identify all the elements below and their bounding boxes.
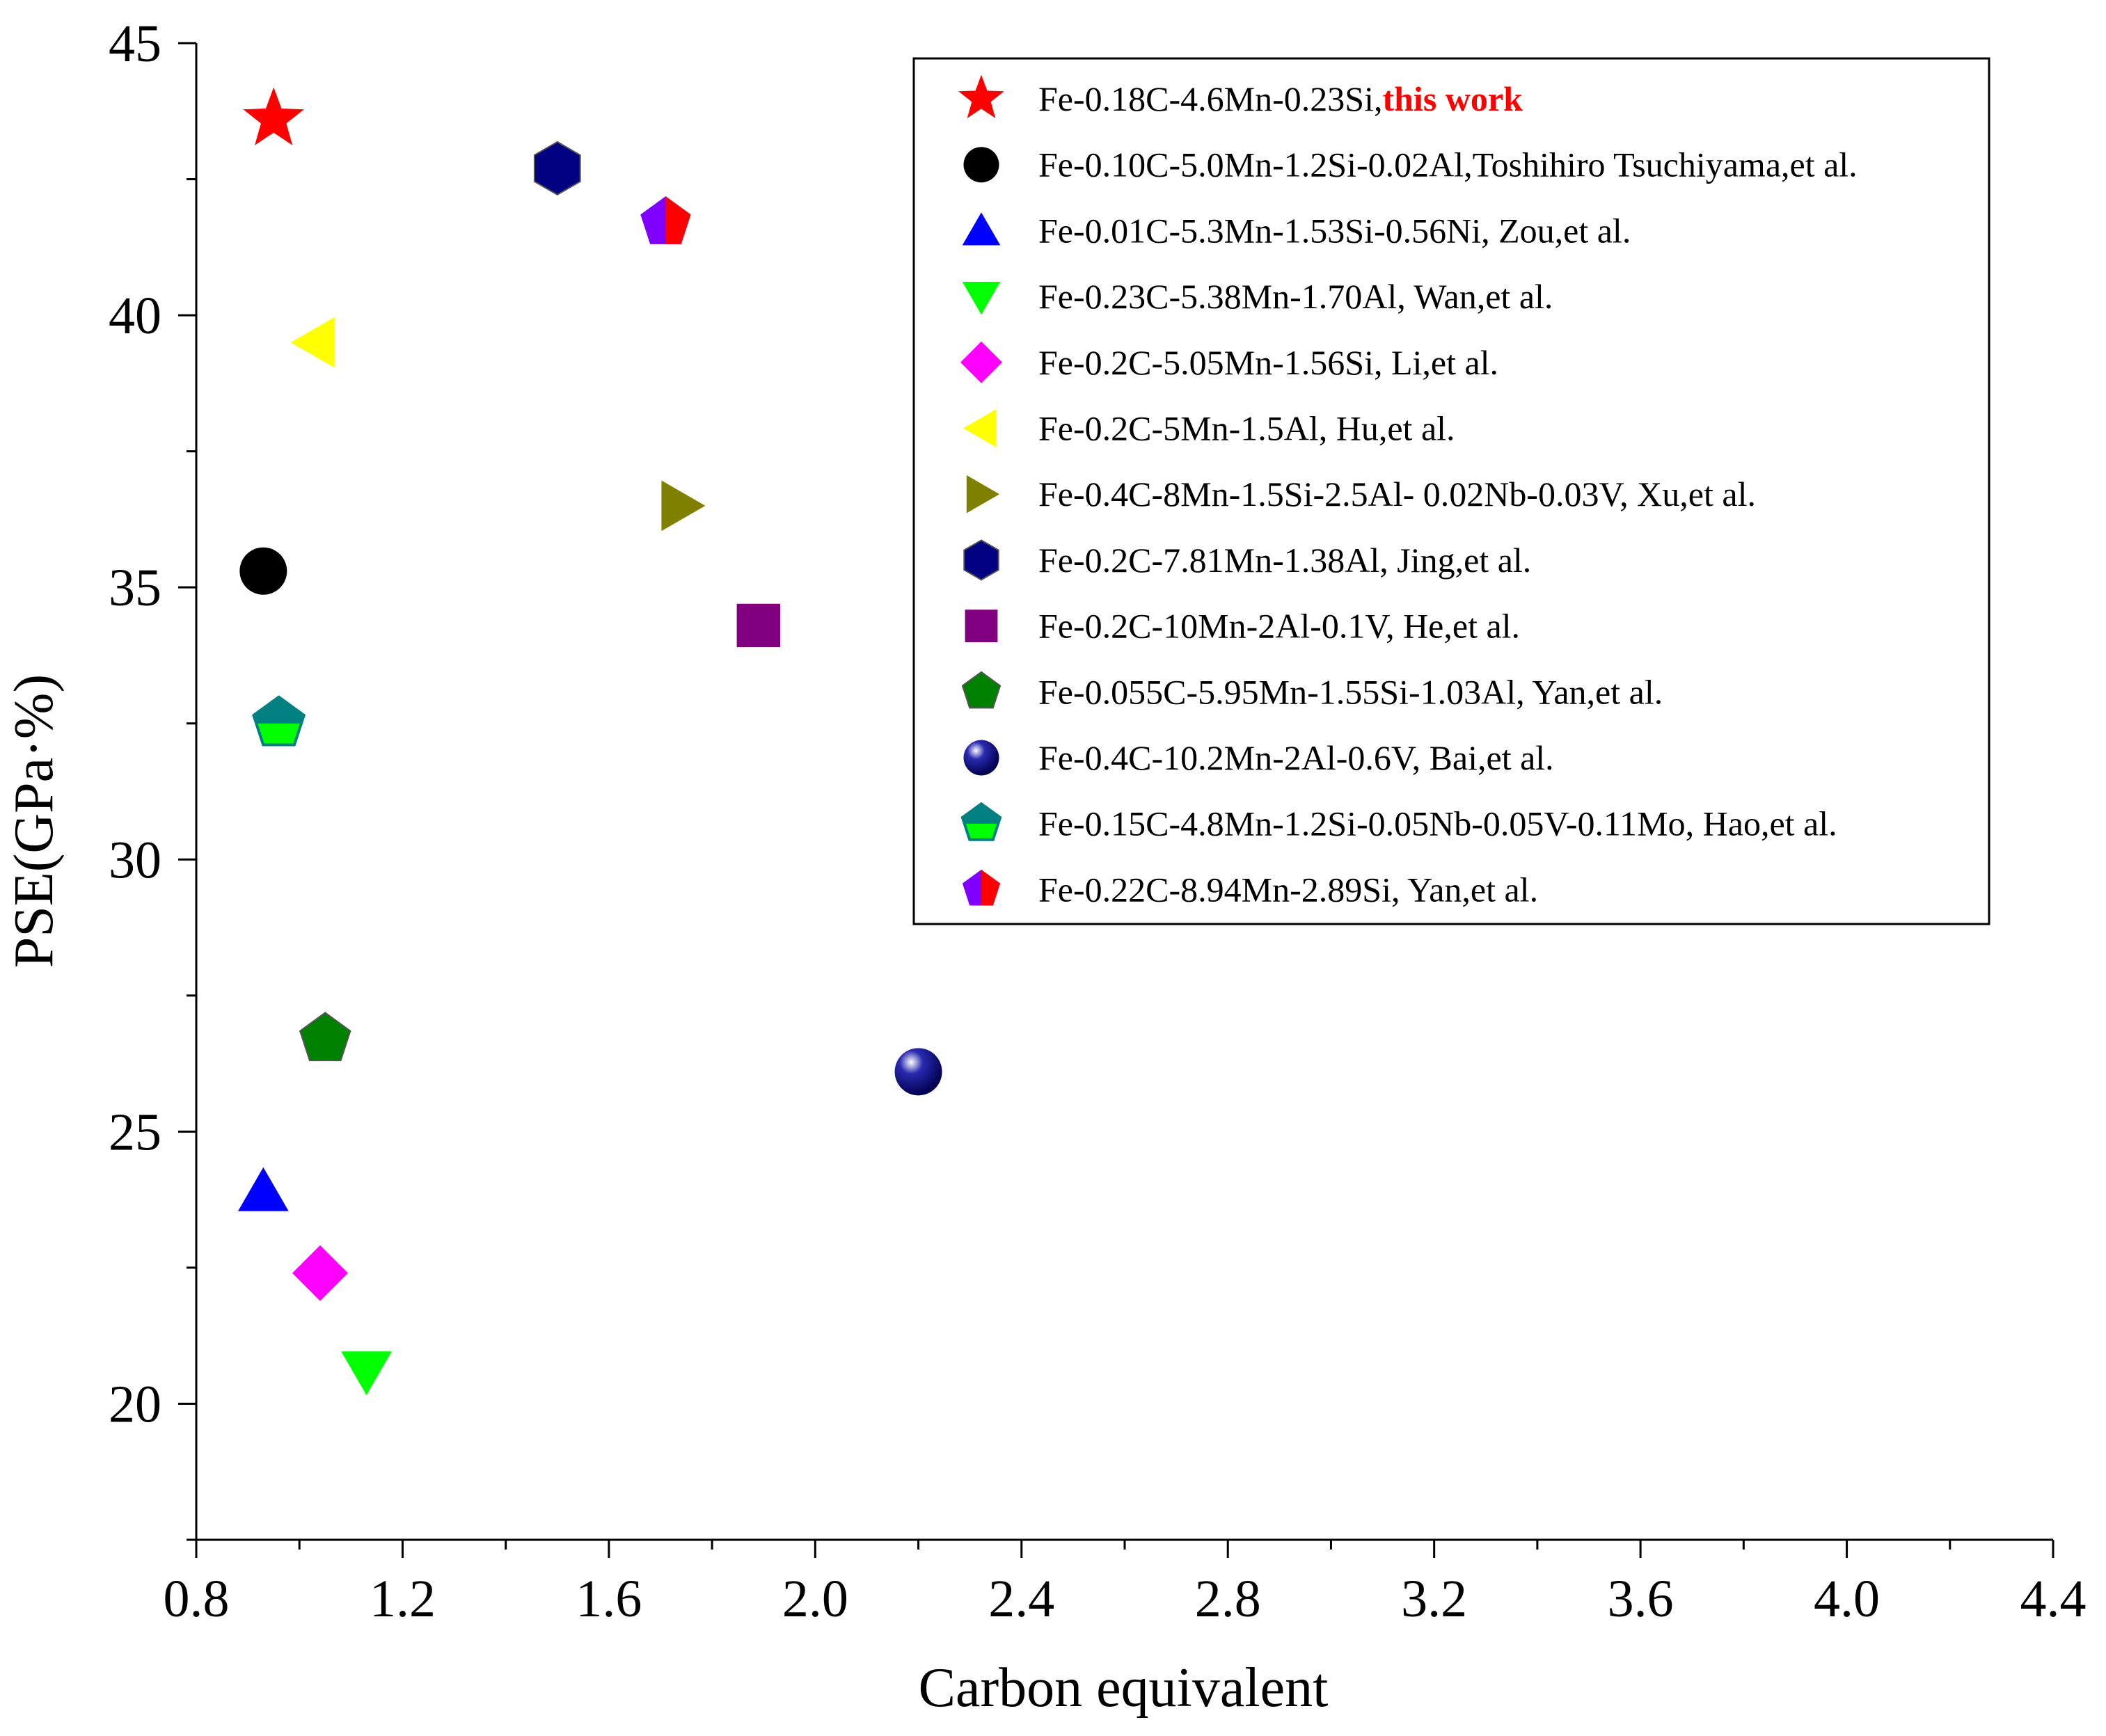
data-point [292, 1245, 348, 1301]
legend-label: Fe-0.055C-5.95Mn-1.55Si-1.03Al, Yan,et a… [1038, 672, 1663, 711]
legend-marker [962, 869, 1001, 906]
legend-label: Fe-0.2C-7.81Mn-1.38Al, Jing,et al. [1038, 541, 1531, 580]
x-tick-label: 1.2 [370, 1570, 436, 1628]
legend-highlight: this work [1382, 79, 1523, 118]
legend-marker [961, 671, 1001, 709]
data-point [736, 603, 781, 648]
data-point [290, 317, 335, 368]
x-tick-label: 2.8 [1195, 1570, 1261, 1628]
legend-label: Fe-0.2C-5Mn-1.5Al, Hu,et al. [1038, 409, 1455, 448]
x-tick-label: 2.4 [988, 1570, 1054, 1628]
data-point [252, 695, 306, 747]
data-point [239, 547, 287, 595]
x-tick-label: 3.6 [1608, 1570, 1674, 1628]
legend-marker [966, 475, 1000, 513]
legend-marker [958, 74, 1004, 118]
legend-label: Fe-0.22C-8.94Mn-2.89Si, Yan,et al. [1038, 870, 1538, 909]
legend-label: Fe-0.2C-10Mn-2Al-0.1V, He,et al. [1038, 607, 1520, 646]
data-point [299, 1012, 351, 1062]
legend-marker [963, 409, 997, 447]
legend-label: Fe-0.2C-5.05Mn-1.56Si, Li,et al. [1038, 343, 1498, 382]
legend-marker [960, 341, 1002, 383]
legend-marker [963, 539, 999, 581]
y-tick-label: 20 [109, 1375, 161, 1433]
y-tick-label: 35 [109, 559, 161, 617]
legend-marker [963, 147, 999, 183]
x-tick-label: 2.0 [782, 1570, 848, 1628]
x-axis-title: Carbon equivalent [919, 1657, 1329, 1719]
data-point [640, 196, 691, 244]
legend-marker [962, 282, 1001, 315]
x-tick-label: 4.4 [2020, 1570, 2087, 1628]
data-point [341, 1351, 392, 1396]
data-point [238, 1167, 289, 1211]
y-tick-label: 45 [109, 15, 161, 73]
legend-label: Fe-0.4C-10.2Mn-2Al-0.6V, Bai,et al. [1038, 738, 1554, 777]
legend-label: Fe-0.10C-5.0Mn-1.2Si-0.02Al,Toshihiro Ts… [1038, 145, 1858, 184]
y-tick-label: 30 [109, 831, 161, 889]
legend-box [912, 57, 1990, 925]
legend-label: Fe-0.18C-4.6Mn-0.23Si,this work [1038, 79, 1523, 118]
legend-label: Fe-0.23C-5.38Mn-1.70Al, Wan,et al. [1038, 277, 1553, 316]
legend: Fe-0.18C-4.6Mn-0.23Si,this work Fe-0.10C-… [912, 57, 1990, 925]
legend-label: Fe-0.15C-4.8Mn-1.2Si-0.05Nb-0.05V-0.11Mo… [1038, 804, 1837, 843]
legend-marker [963, 740, 999, 776]
legend-marker [965, 610, 998, 642]
data-point [533, 141, 581, 196]
legend-marker [960, 802, 1002, 841]
data-point [894, 1048, 942, 1096]
x-tick-label: 3.2 [1401, 1570, 1467, 1628]
x-tick-label: 4.0 [1814, 1570, 1880, 1628]
x-tick-label: 0.8 [164, 1570, 230, 1628]
legend-label: Fe-0.4C-8Mn-1.5Si-2.5Al- 0.02Nb-0.03V, X… [1038, 475, 1756, 513]
data-point [243, 87, 304, 145]
x-tick-label: 1.6 [576, 1570, 642, 1628]
legend-label: Fe-0.01C-5.3Mn-1.53Si-0.56Ni, Zou,et al. [1038, 211, 1631, 250]
plot-area: 0.8 1.2 1.6 2.0 2.4 2.8 3.2 3.6 4.0 4.4 20 25 30 35 40… [109, 15, 2087, 1628]
y-axis-title: PSE(GPa·%) [3, 674, 65, 968]
y-tick-label: 40 [109, 287, 161, 345]
legend-marker [962, 212, 1001, 246]
y-tick-label: 25 [109, 1103, 161, 1161]
data-point [661, 480, 706, 532]
